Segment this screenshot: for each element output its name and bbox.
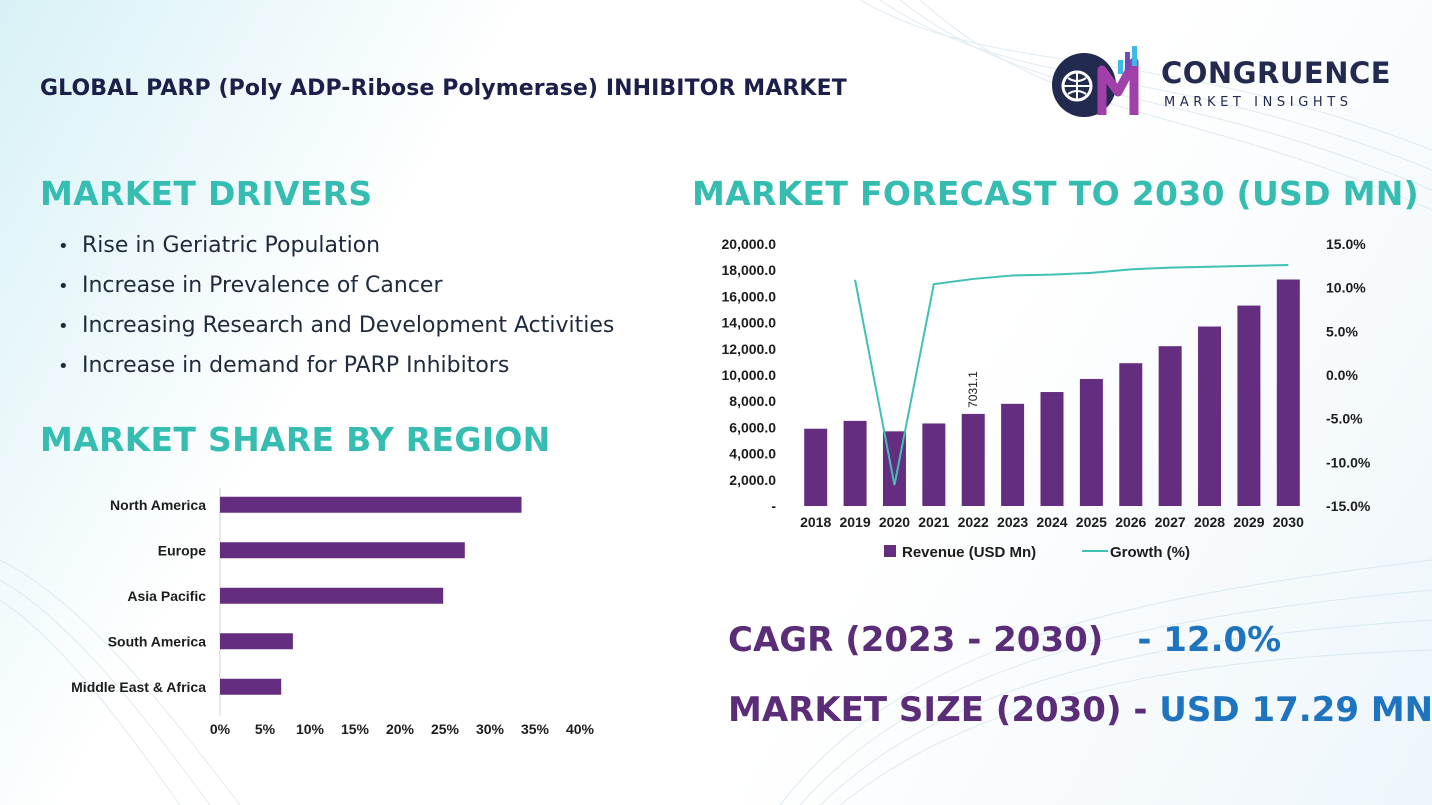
driver-text: Rise in Geriatric Population bbox=[82, 233, 381, 258]
driver-item: • Increase in demand for PARP Inhibitors bbox=[58, 353, 510, 378]
forecast-year-label: 2019 bbox=[839, 514, 870, 530]
legend-revenue-label: Revenue (USD Mn) bbox=[902, 544, 1036, 561]
forecast-left-tick-label: 14,000.0 bbox=[722, 315, 777, 331]
revenue-bar bbox=[961, 413, 985, 506]
driver-item: • Increase in Prevalence of Cancer bbox=[58, 273, 443, 298]
region-bar bbox=[220, 496, 522, 513]
forecast-year-label: 2025 bbox=[1076, 514, 1107, 530]
market-size-value: USD 17.29 MN bbox=[1159, 690, 1432, 730]
forecast-year-label: 2024 bbox=[1036, 514, 1067, 530]
forecast-left-tick-label: - bbox=[771, 498, 776, 514]
driver-text: Increase in demand for PARP Inhibitors bbox=[82, 353, 510, 378]
forecast-right-tick-label: 15.0% bbox=[1326, 236, 1366, 252]
revenue-bar bbox=[1079, 378, 1103, 506]
forecast-left-tick-label: 8,000.0 bbox=[729, 393, 776, 409]
forecast-left-tick-label: 10,000.0 bbox=[722, 367, 777, 383]
region-bar bbox=[220, 587, 444, 604]
region-x-tick-label: 10% bbox=[296, 721, 325, 737]
revenue-bar bbox=[1198, 326, 1222, 506]
region-x-tick-label: 40% bbox=[566, 721, 595, 737]
forecast-right-tick-label: 10.0% bbox=[1326, 280, 1366, 296]
revenue-data-label: 7031.1 bbox=[966, 371, 980, 408]
revenue-bar bbox=[843, 420, 867, 506]
market-size-stat: MARKET SIZE (2030) - USD 17.29 MN bbox=[728, 690, 1432, 730]
region-x-tick-label: 25% bbox=[431, 721, 460, 737]
forecast-year-label: 2026 bbox=[1115, 514, 1146, 530]
growth-line bbox=[854, 263, 1289, 486]
revenue-bar bbox=[922, 423, 946, 506]
forecast-left-tick-label: 2,000.0 bbox=[729, 472, 776, 488]
region-bar bbox=[220, 633, 293, 650]
cagr-value: - 12.0% bbox=[1137, 620, 1282, 660]
cagr-stat: CAGR (2023 - 2030) - 12.0% bbox=[728, 620, 1281, 660]
forecast-year-label: 2022 bbox=[958, 514, 989, 530]
forecast-left-tick-label: 16,000.0 bbox=[722, 288, 777, 304]
drivers-list: • Rise in Geriatric Population • Increase … bbox=[58, 230, 614, 390]
forecast-left-tick-label: 20,000.0 bbox=[722, 236, 777, 252]
region-category-label: South America bbox=[108, 633, 206, 649]
forecast-year-label: 2020 bbox=[879, 514, 910, 530]
revenue-bar bbox=[1237, 305, 1261, 506]
congruence-logo: CONGRUENCE MARKET INSIGHTS bbox=[1044, 40, 1394, 120]
region-category-label: North America bbox=[110, 497, 206, 513]
forecast-year-label: 2018 bbox=[800, 514, 831, 530]
forecast-year-label: 2027 bbox=[1155, 514, 1186, 530]
region-bar bbox=[220, 542, 465, 559]
region-x-tick-label: 5% bbox=[255, 721, 276, 737]
market-share-heading: MARKET SHARE BY REGION bbox=[40, 420, 551, 459]
region-x-tick-label: 35% bbox=[521, 721, 550, 737]
driver-text: Increasing Research and Development Acti… bbox=[82, 313, 615, 338]
region-x-tick-label: 30% bbox=[476, 721, 505, 737]
logo-name: CONGRUENCE bbox=[1161, 56, 1392, 90]
legend-growth-label: Growth (%) bbox=[1110, 544, 1190, 561]
driver-item: • Increasing Research and Development Act… bbox=[58, 313, 615, 338]
forecast-chart: - 2,000.0 4,000.0 6,000.0 8,000.0 10,000.0 12,… bbox=[722, 236, 1371, 561]
forecast-year-label: 2030 bbox=[1273, 514, 1304, 530]
region-bar bbox=[220, 678, 282, 695]
revenue-bar bbox=[1040, 392, 1064, 506]
driver-text: Increase in Prevalence of Cancer bbox=[82, 273, 443, 298]
region-category-label: Europe bbox=[158, 542, 206, 558]
forecast-year-label: 2021 bbox=[918, 514, 949, 530]
cagr-label: CAGR (2023 - 2030) bbox=[728, 620, 1104, 660]
forecast-heading: MARKET FORECAST TO 2030 (USD MN) bbox=[692, 174, 1420, 213]
driver-item: • Rise in Geriatric Population bbox=[58, 233, 381, 258]
forecast-right-tick-label: -10.0% bbox=[1326, 454, 1371, 470]
forecast-right-tick-label: 5.0% bbox=[1326, 323, 1358, 339]
forecast-left-tick-label: 18,000.0 bbox=[722, 262, 777, 278]
forecast-year-label: 2028 bbox=[1194, 514, 1225, 530]
logo-tagline: MARKET INSIGHTS bbox=[1164, 95, 1353, 110]
revenue-bar bbox=[1001, 403, 1025, 506]
forecast-year-label: 2029 bbox=[1233, 514, 1264, 530]
forecast-left-tick-label: 12,000.0 bbox=[722, 341, 777, 357]
forecast-left-tick-label: 4,000.0 bbox=[729, 446, 776, 462]
revenue-bar bbox=[1119, 363, 1143, 506]
forecast-year-label: 2023 bbox=[997, 514, 1028, 530]
logo-mark-icon bbox=[1052, 46, 1139, 117]
region-x-tick-label: 15% bbox=[341, 721, 370, 737]
page-title: GLOBAL PARP (Poly ADP-Ribose Polymerase)… bbox=[40, 76, 847, 101]
forecast-right-tick-label: 0.0% bbox=[1326, 367, 1358, 383]
region-share-chart: North America Europe Asia Pacific South Ame… bbox=[71, 488, 595, 737]
revenue-bar bbox=[1276, 279, 1300, 506]
market-drivers-heading: MARKET DRIVERS bbox=[40, 174, 373, 213]
region-category-label: Asia Pacific bbox=[127, 588, 206, 604]
revenue-bar bbox=[804, 428, 828, 506]
forecast-left-tick-label: 6,000.0 bbox=[729, 419, 776, 435]
region-x-tick-label: 0% bbox=[210, 721, 231, 737]
forecast-right-tick-label: -15.0% bbox=[1326, 498, 1371, 514]
market-size-label: MARKET SIZE (2030) - bbox=[728, 690, 1148, 730]
revenue-bar bbox=[1158, 346, 1182, 506]
region-category-label: Middle East & Africa bbox=[71, 679, 206, 695]
legend-revenue-swatch bbox=[884, 545, 896, 557]
forecast-right-tick-label: -5.0% bbox=[1326, 411, 1363, 427]
region-x-tick-label: 20% bbox=[386, 721, 415, 737]
